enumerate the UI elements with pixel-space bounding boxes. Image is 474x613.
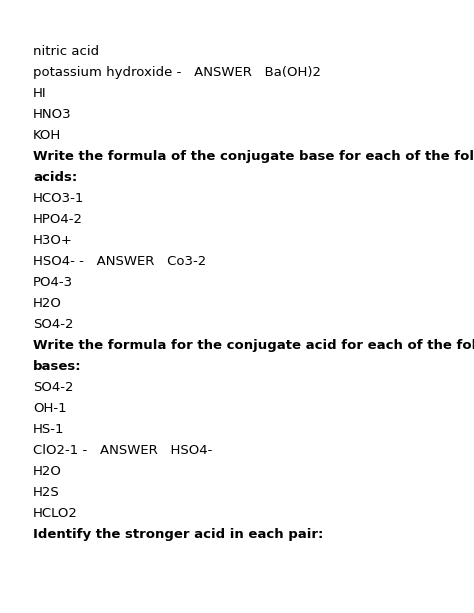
Text: potassium hydroxide -   ANSWER   Ba(OH)2: potassium hydroxide - ANSWER Ba(OH)2 [33, 66, 321, 79]
Text: bases:: bases: [33, 360, 82, 373]
Text: SO4-2: SO4-2 [33, 318, 73, 331]
Text: HI: HI [33, 87, 46, 100]
Text: Identify the stronger acid in each pair:: Identify the stronger acid in each pair: [33, 528, 323, 541]
Text: HPO4-2: HPO4-2 [33, 213, 83, 226]
Text: H2O: H2O [33, 297, 62, 310]
Text: HCLO2: HCLO2 [33, 507, 78, 520]
Text: Write the formula for the conjugate acid for each of the following: Write the formula for the conjugate acid… [33, 339, 474, 352]
Text: acids:: acids: [33, 171, 77, 184]
Text: PO4-3: PO4-3 [33, 276, 73, 289]
Text: H2O: H2O [33, 465, 62, 478]
Text: SO4-2: SO4-2 [33, 381, 73, 394]
Text: ClO2-1 -   ANSWER   HSO4-: ClO2-1 - ANSWER HSO4- [33, 444, 212, 457]
Text: OH-1: OH-1 [33, 402, 67, 415]
Text: Write the formula of the conjugate base for each of the following: Write the formula of the conjugate base … [33, 150, 474, 163]
Text: KOH: KOH [33, 129, 61, 142]
Text: HCO3-1: HCO3-1 [33, 192, 84, 205]
Text: HSO4- -   ANSWER   Co3-2: HSO4- - ANSWER Co3-2 [33, 255, 206, 268]
Text: nitric acid: nitric acid [33, 45, 99, 58]
Text: H3O+: H3O+ [33, 234, 73, 247]
Text: HNO3: HNO3 [33, 108, 72, 121]
Text: HS-1: HS-1 [33, 423, 64, 436]
Text: H2S: H2S [33, 486, 60, 499]
